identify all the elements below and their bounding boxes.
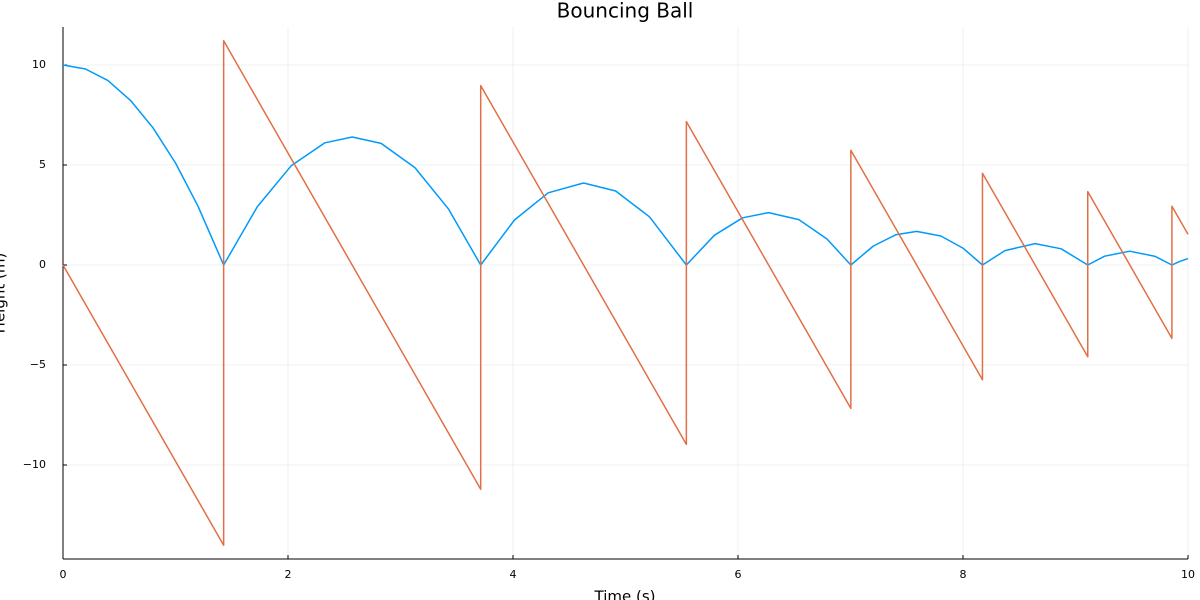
x-tick-label: 10: [1181, 568, 1195, 581]
data-line: [62, 40, 1189, 546]
data-line: [62, 64, 1189, 266]
x-tick-label: 0: [60, 568, 67, 581]
y-tick-label: 10: [32, 58, 46, 71]
y-tick-label: −10: [23, 458, 46, 471]
y-tick-label: 5: [39, 158, 46, 171]
x-tick-label: 4: [510, 568, 517, 581]
x-tick-label: 6: [735, 568, 742, 581]
y-axis-label: Height (m): [0, 253, 9, 334]
x-tick-label: 2: [285, 568, 292, 581]
y-tick-label: −5: [30, 358, 46, 371]
x-tick-label: 8: [960, 568, 967, 581]
chart-title: Bouncing Ball: [557, 0, 694, 23]
x-axis-label: Time (s): [594, 588, 656, 600]
y-tick-label: 0: [39, 258, 46, 271]
